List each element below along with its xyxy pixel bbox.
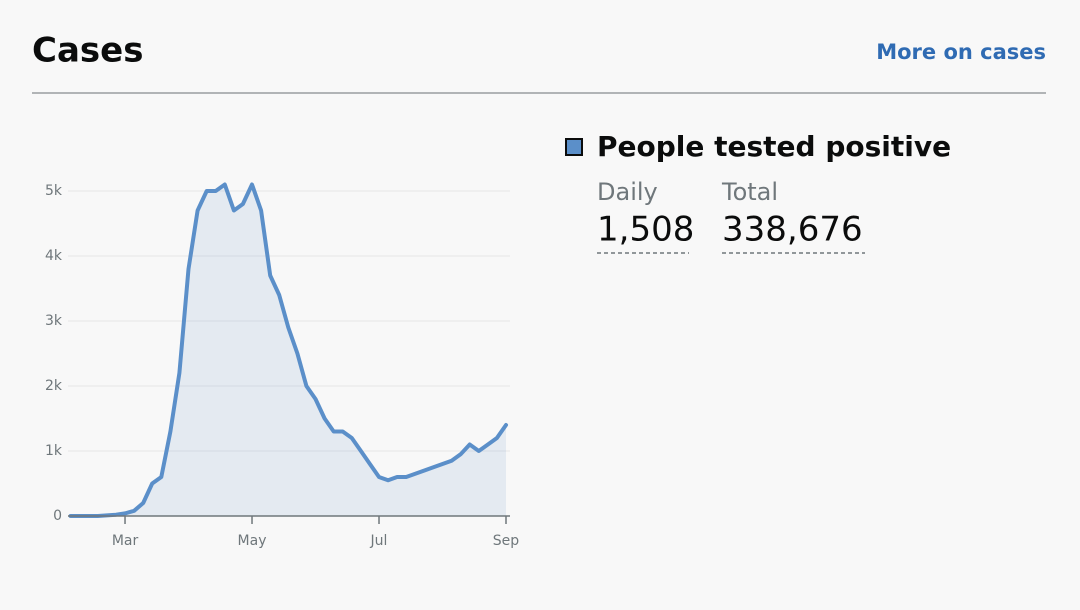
x-tick-label: Mar (112, 533, 139, 549)
x-tick-label: Jul (370, 533, 388, 549)
x-tick-label: Sep (493, 533, 520, 549)
y-tick-label: 5k (45, 183, 63, 199)
y-tick-label: 3k (45, 313, 63, 329)
x-tick-label: May (238, 533, 267, 549)
link[interactable]: More on cases (876, 40, 1046, 64)
total-value: 338,676 (722, 210, 863, 250)
y-tick-label: 2k (45, 378, 63, 394)
y-tick-label: 1k (45, 443, 63, 459)
legend-swatch (565, 138, 583, 156)
daily-value: 1,508 (597, 210, 694, 250)
title: Cases (32, 31, 143, 71)
y-tick-label: 0 (53, 508, 62, 524)
legend-label: People tested positive (597, 130, 951, 163)
y-tick-label: 4k (45, 248, 63, 264)
line (68, 182, 508, 518)
daily-label: Daily (597, 178, 658, 206)
area (70, 184, 506, 516)
total-label: Total (721, 178, 778, 206)
